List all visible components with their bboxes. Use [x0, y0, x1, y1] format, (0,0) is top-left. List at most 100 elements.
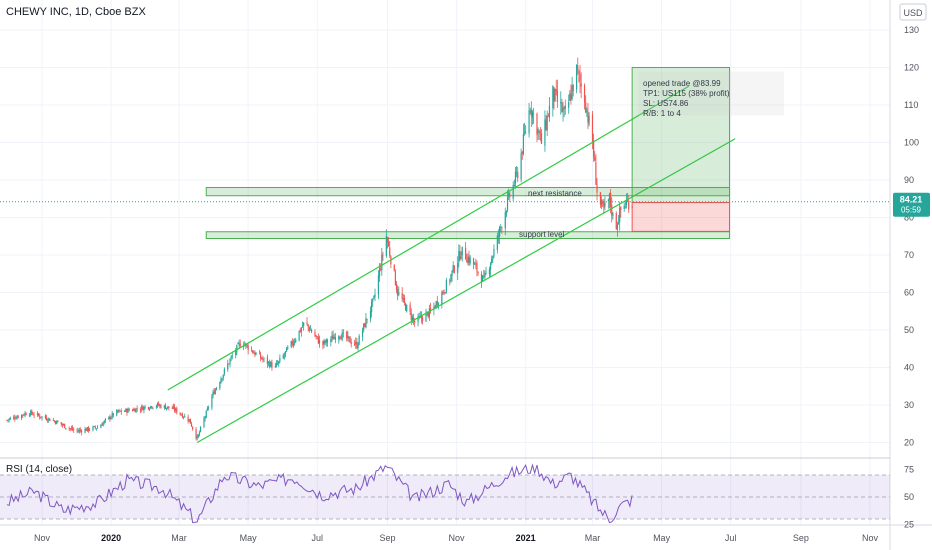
candle-body: [443, 292, 445, 293]
candle-body: [563, 107, 565, 109]
candle-body: [124, 411, 126, 413]
candle-body: [271, 362, 273, 368]
candle-body: [385, 236, 387, 256]
candle-body: [480, 273, 483, 283]
candle-body: [238, 342, 240, 344]
candle-body: [160, 405, 162, 408]
candle-body: [539, 132, 541, 133]
candle-body: [381, 254, 383, 271]
candle-body: [453, 265, 455, 273]
candle-body: [457, 263, 459, 274]
candle-body: [314, 331, 316, 337]
time-tick-label: 2021: [516, 533, 536, 543]
candle-body: [483, 275, 485, 277]
price-tick-label: 130: [904, 25, 919, 35]
candle-body: [104, 419, 107, 421]
candle-body: [214, 389, 216, 395]
candle-body: [25, 413, 27, 416]
candle-body: [461, 246, 463, 256]
candle-body: [291, 340, 293, 345]
currency-button[interactable]: [899, 3, 927, 21]
time-tick-label: Sep: [379, 533, 395, 543]
candle-body: [88, 429, 91, 431]
candle-body: [628, 201, 630, 210]
candle-body: [231, 355, 233, 357]
candle-body: [339, 336, 341, 338]
candle-body: [189, 418, 191, 424]
candle-body: [52, 420, 54, 422]
candle-body: [492, 256, 494, 260]
time-tick-label: Nov: [449, 533, 466, 543]
candle-body: [236, 345, 238, 353]
candle-body: [318, 340, 321, 344]
candle-body: [290, 341, 292, 347]
candle-body: [32, 414, 34, 416]
candle-body: [221, 378, 223, 380]
candle-body: [615, 213, 617, 230]
candle-body: [270, 362, 272, 367]
candle-body: [47, 420, 49, 422]
candle-body: [393, 264, 395, 271]
candle-body: [155, 405, 158, 408]
candle-body: [111, 413, 113, 418]
candle-body: [556, 90, 558, 103]
candle-body: [460, 256, 462, 259]
candle-body: [525, 131, 527, 133]
candle-body: [570, 94, 572, 101]
candle-body: [76, 429, 78, 431]
candle-body: [561, 103, 563, 113]
candle-body: [147, 407, 150, 410]
candle-body: [401, 293, 403, 300]
candle-body: [528, 110, 530, 134]
candle-body: [7, 419, 9, 421]
trade-annotation: opened trade @83.99 TP1: US115 (38% prof…: [643, 79, 730, 118]
candle-body: [284, 351, 287, 354]
candle-body: [555, 89, 557, 92]
candle-body: [300, 328, 302, 332]
candle-body: [420, 315, 423, 319]
candle-body: [475, 263, 477, 265]
candle-body: [180, 414, 182, 416]
candle-body: [100, 425, 102, 429]
candle-body: [167, 406, 169, 408]
candle-body: [330, 339, 332, 342]
trade-line-2: TP1: US115 (38% profit): [643, 89, 730, 98]
candle-body: [315, 335, 317, 337]
candle-body: [235, 351, 237, 356]
candle-body: [513, 184, 515, 186]
candle-body: [531, 111, 534, 118]
candle-body: [134, 409, 136, 412]
candle-body: [222, 374, 224, 379]
candle-body: [65, 427, 67, 429]
candle-body: [468, 255, 470, 263]
candle-body: [594, 156, 596, 161]
candle-body: [211, 396, 213, 408]
candle-body: [395, 284, 398, 291]
candle-body: [403, 297, 406, 303]
candle-body: [398, 292, 400, 295]
channel-layer: [167, 85, 736, 444]
candle-body: [437, 303, 440, 305]
candle-body: [152, 407, 154, 409]
candle-body: [150, 406, 152, 409]
candle-body: [28, 415, 31, 416]
candle-body: [586, 110, 588, 112]
candle-body: [406, 304, 408, 312]
candle-body: [112, 413, 114, 416]
candle-body: [514, 171, 517, 184]
candle-body: [45, 417, 48, 421]
candle-body: [142, 406, 144, 411]
candle-body: [397, 289, 399, 296]
candle-body: [371, 301, 373, 313]
candle-body: [269, 362, 271, 368]
candle-body: [15, 418, 17, 420]
candle-body: [378, 268, 381, 277]
candle-body: [31, 410, 33, 414]
candle-body: [92, 426, 94, 431]
candle-body: [358, 335, 360, 345]
candle-body: [136, 408, 138, 410]
price-tick-label: 30: [904, 400, 914, 410]
time-tick-label: Sep: [793, 533, 809, 543]
candle-body: [77, 431, 79, 432]
